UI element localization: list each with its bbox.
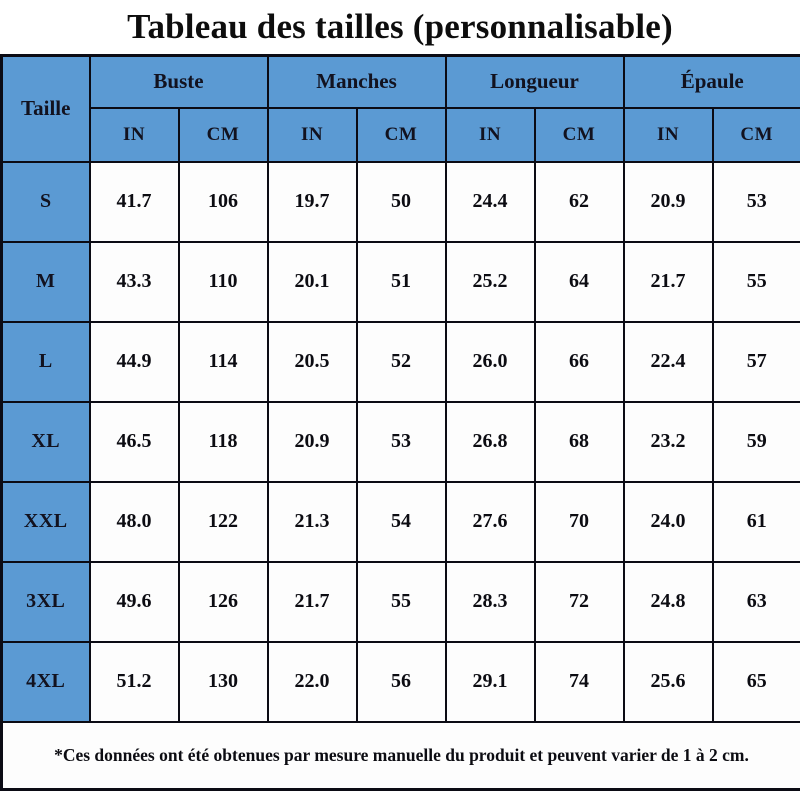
value-cell: 21.7 (622, 240, 714, 323)
value-cell: 74 (533, 640, 625, 723)
unit-header: IN (88, 106, 180, 163)
value-cell: 106 (177, 160, 269, 243)
group-header-buste: Buste (88, 54, 269, 109)
group-header-epaule: Épaule (622, 54, 800, 109)
title-bar: Tableau des tailles (personnalisable) (0, 0, 800, 54)
unit-header: CM (533, 106, 625, 163)
unit-header: IN (444, 106, 536, 163)
value-cell: 20.9 (622, 160, 714, 243)
value-cell: 19.7 (266, 160, 358, 243)
unit-header: CM (355, 106, 447, 163)
unit-header: CM (177, 106, 269, 163)
value-cell: 48.0 (88, 480, 180, 563)
value-cell: 59 (711, 400, 800, 483)
table-row: M 43.3 110 20.1 51 25.2 64 21.7 55 (0, 240, 800, 323)
unit-header-row: IN CM IN CM IN CM IN CM (2, 106, 800, 163)
value-cell: 26.0 (444, 320, 536, 403)
unit-header: IN (622, 106, 714, 163)
value-cell: 51 (355, 240, 447, 323)
value-cell: 57 (711, 320, 800, 403)
size-label: 4XL (0, 640, 91, 723)
value-cell: 25.6 (622, 640, 714, 723)
footnote-text: *Ces données ont été obtenues par mesure… (0, 720, 800, 791)
value-cell: 65 (711, 640, 800, 723)
table-row: XL 46.5 118 20.9 53 26.8 68 23.2 59 (0, 400, 800, 483)
value-cell: 21.7 (266, 560, 358, 643)
value-cell: 50 (355, 160, 447, 243)
value-cell: 25.2 (444, 240, 536, 323)
value-cell: 55 (711, 240, 800, 323)
value-cell: 24.4 (444, 160, 536, 243)
value-cell: 28.3 (444, 560, 536, 643)
value-cell: 63 (711, 560, 800, 643)
size-label: 3XL (0, 560, 91, 643)
value-cell: 22.0 (266, 640, 358, 723)
value-cell: 41.7 (88, 160, 180, 243)
size-label: S (0, 160, 91, 243)
value-cell: 130 (177, 640, 269, 723)
group-header-row: Taille Buste Manches Longueur Épaule (0, 54, 800, 163)
size-table-footer: *Ces données ont été obtenues par mesure… (0, 720, 800, 791)
size-label: XL (0, 400, 91, 483)
value-cell: 20.1 (266, 240, 358, 323)
value-cell: 20.5 (266, 320, 358, 403)
table-row: L 44.9 114 20.5 52 26.0 66 22.4 57 (0, 320, 800, 403)
value-cell: 68 (533, 400, 625, 483)
footnote-row: *Ces données ont été obtenues par mesure… (0, 720, 800, 791)
size-label: M (0, 240, 91, 323)
value-cell: 126 (177, 560, 269, 643)
value-cell: 118 (177, 400, 269, 483)
value-cell: 114 (177, 320, 269, 403)
table-row: S 41.7 106 19.7 50 24.4 62 20.9 53 (0, 160, 800, 243)
table-row: 3XL 49.6 126 21.7 55 28.3 72 24.8 63 (0, 560, 800, 643)
value-cell: 49.6 (88, 560, 180, 643)
value-cell: 44.9 (88, 320, 180, 403)
value-cell: 20.9 (266, 400, 358, 483)
value-cell: 70 (533, 480, 625, 563)
page-title: Tableau des tailles (personnalisable) (127, 7, 673, 46)
value-cell: 29.1 (444, 640, 536, 723)
value-cell: 56 (355, 640, 447, 723)
table-row: 4XL 51.2 130 22.0 56 29.1 74 25.6 65 (0, 640, 800, 723)
value-cell: 24.8 (622, 560, 714, 643)
corner-header-taille: Taille (0, 54, 91, 163)
value-cell: 55 (355, 560, 447, 643)
table-row: XXL 48.0 122 21.3 54 27.6 70 24.0 61 (0, 480, 800, 563)
value-cell: 54 (355, 480, 447, 563)
size-table: Taille Buste Manches Longueur Épaule IN … (0, 54, 800, 791)
unit-header: CM (711, 106, 800, 163)
value-cell: 53 (355, 400, 447, 483)
unit-header: IN (266, 106, 358, 163)
value-cell: 52 (355, 320, 447, 403)
value-cell: 62 (533, 160, 625, 243)
value-cell: 21.3 (266, 480, 358, 563)
size-label: XXL (0, 480, 91, 563)
size-table-body: S 41.7 106 19.7 50 24.4 62 20.9 53 M 43.3 110 20.1 51… (0, 160, 800, 723)
value-cell: 66 (533, 320, 625, 403)
value-cell: 22.4 (622, 320, 714, 403)
value-cell: 51.2 (88, 640, 180, 723)
value-cell: 43.3 (88, 240, 180, 323)
size-label: L (0, 320, 91, 403)
value-cell: 72 (533, 560, 625, 643)
value-cell: 26.8 (444, 400, 536, 483)
value-cell: 27.6 (444, 480, 536, 563)
value-cell: 24.0 (622, 480, 714, 563)
value-cell: 23.2 (622, 400, 714, 483)
value-cell: 64 (533, 240, 625, 323)
value-cell: 53 (711, 160, 800, 243)
size-table-header: Taille Buste Manches Longueur Épaule IN … (0, 54, 800, 163)
value-cell: 46.5 (88, 400, 180, 483)
value-cell: 110 (177, 240, 269, 323)
group-header-manches: Manches (266, 54, 447, 109)
value-cell: 122 (177, 480, 269, 563)
value-cell: 61 (711, 480, 800, 563)
group-header-longueur: Longueur (444, 54, 625, 109)
